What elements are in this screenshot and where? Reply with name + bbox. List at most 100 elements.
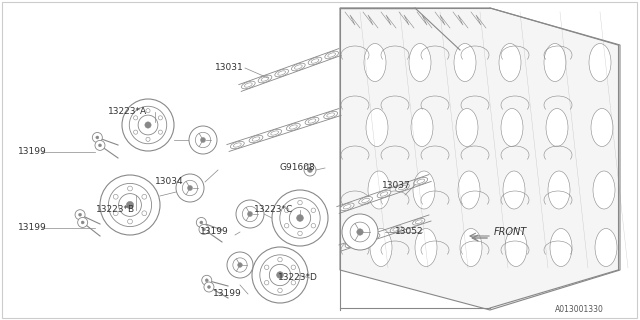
Circle shape (113, 194, 118, 199)
Circle shape (158, 116, 163, 120)
Circle shape (284, 208, 289, 212)
Circle shape (278, 288, 282, 292)
Ellipse shape (305, 117, 319, 125)
Circle shape (276, 272, 284, 278)
Ellipse shape (325, 51, 339, 59)
Ellipse shape (501, 108, 523, 147)
Ellipse shape (499, 44, 521, 82)
Ellipse shape (366, 108, 388, 147)
Ellipse shape (291, 63, 305, 71)
Circle shape (113, 211, 118, 216)
Circle shape (264, 280, 269, 285)
Ellipse shape (396, 184, 409, 191)
Text: 13223*B: 13223*B (96, 205, 135, 214)
Circle shape (289, 207, 310, 228)
Circle shape (205, 279, 208, 282)
Ellipse shape (409, 44, 431, 82)
Text: 13052: 13052 (395, 228, 424, 236)
Circle shape (75, 210, 85, 220)
Circle shape (118, 194, 141, 216)
Ellipse shape (359, 196, 372, 204)
Circle shape (311, 223, 316, 228)
Ellipse shape (456, 108, 478, 147)
Circle shape (278, 257, 282, 262)
Circle shape (291, 265, 296, 269)
Ellipse shape (411, 108, 433, 147)
Ellipse shape (458, 171, 480, 209)
Ellipse shape (414, 177, 428, 185)
Circle shape (142, 194, 147, 199)
Text: 13223*C: 13223*C (254, 205, 293, 214)
Polygon shape (340, 8, 620, 310)
Ellipse shape (364, 44, 386, 82)
Circle shape (145, 122, 151, 128)
Circle shape (227, 252, 253, 278)
Ellipse shape (241, 81, 255, 89)
Ellipse shape (546, 108, 568, 147)
Circle shape (79, 213, 81, 216)
Ellipse shape (287, 123, 300, 131)
Circle shape (298, 231, 302, 236)
Circle shape (138, 115, 158, 135)
Circle shape (207, 285, 211, 289)
Ellipse shape (503, 171, 525, 209)
Ellipse shape (370, 228, 392, 267)
Ellipse shape (595, 228, 617, 267)
Circle shape (307, 167, 312, 172)
Circle shape (252, 247, 308, 303)
Circle shape (237, 263, 243, 267)
Circle shape (199, 224, 209, 234)
Ellipse shape (368, 171, 390, 209)
Circle shape (189, 126, 217, 154)
Text: 13031: 13031 (215, 63, 244, 73)
Text: 13223*D: 13223*D (278, 274, 318, 283)
Ellipse shape (249, 135, 263, 143)
Circle shape (96, 136, 99, 139)
Circle shape (196, 218, 206, 228)
Circle shape (92, 132, 102, 142)
Ellipse shape (413, 219, 425, 225)
Ellipse shape (367, 233, 380, 240)
Circle shape (248, 212, 253, 217)
Circle shape (311, 208, 316, 212)
Circle shape (100, 175, 160, 235)
Ellipse shape (591, 108, 613, 147)
Ellipse shape (548, 171, 570, 209)
Text: 13037: 13037 (382, 180, 411, 189)
Circle shape (284, 223, 289, 228)
Ellipse shape (258, 75, 272, 83)
Ellipse shape (460, 228, 482, 267)
Text: A013001330: A013001330 (555, 306, 604, 315)
Ellipse shape (593, 171, 615, 209)
Circle shape (95, 140, 105, 150)
Text: 13199: 13199 (18, 148, 47, 156)
Circle shape (297, 215, 303, 221)
Ellipse shape (275, 69, 289, 77)
Text: 13034: 13034 (155, 178, 184, 187)
Text: 13199: 13199 (18, 223, 47, 233)
Circle shape (202, 228, 205, 231)
Ellipse shape (544, 44, 566, 82)
Circle shape (127, 201, 134, 209)
Ellipse shape (308, 57, 322, 65)
Ellipse shape (340, 203, 354, 211)
Circle shape (158, 130, 163, 134)
Text: FRONT: FRONT (494, 227, 527, 237)
Ellipse shape (589, 44, 611, 82)
Text: 13199: 13199 (213, 290, 242, 299)
Circle shape (236, 200, 264, 228)
Circle shape (264, 265, 269, 269)
Circle shape (200, 221, 203, 224)
Ellipse shape (230, 141, 244, 149)
Text: G91608: G91608 (280, 164, 316, 172)
Circle shape (134, 130, 138, 134)
Circle shape (127, 219, 132, 224)
Ellipse shape (268, 129, 282, 137)
Ellipse shape (415, 228, 437, 267)
Text: 13199: 13199 (200, 228, 228, 236)
Ellipse shape (324, 111, 337, 119)
Circle shape (204, 282, 214, 292)
Circle shape (81, 221, 84, 224)
Circle shape (304, 164, 316, 176)
Ellipse shape (505, 228, 527, 267)
